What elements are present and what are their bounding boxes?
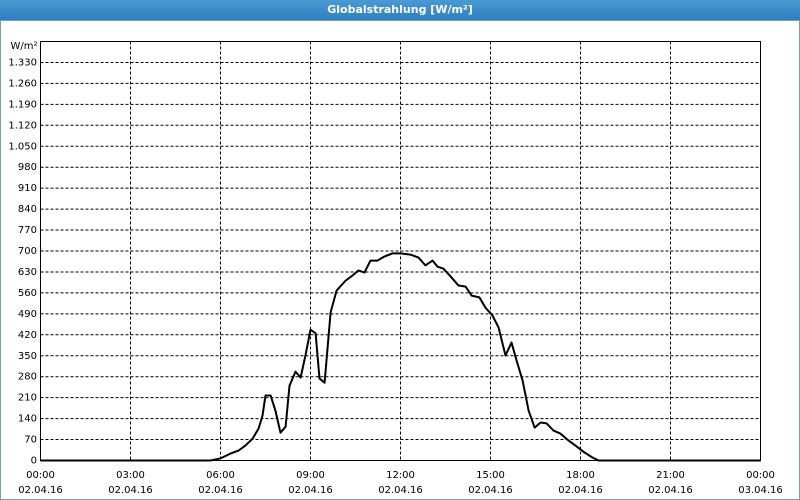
y-unit: W/m² [10, 41, 37, 52]
x-tick-date: 02.04.16 [198, 485, 243, 496]
y-tick-label: 490 [18, 309, 37, 320]
y-tick-label: 1.050 [8, 141, 37, 152]
x-tick-date: 02.04.16 [648, 485, 693, 496]
x-tick-label: 18:00 [566, 470, 595, 481]
plot-frame [40, 41, 761, 461]
y-tick-label: 560 [18, 288, 37, 299]
y-tick-label: 1.260 [8, 78, 37, 89]
x-tick-label: 15:00 [476, 470, 505, 481]
x-tick-label: 09:00 [296, 470, 325, 481]
y-tick-label: 140 [18, 414, 37, 425]
y-tick-label: 350 [18, 351, 37, 362]
y-tick-label: 420 [18, 330, 37, 341]
y-tick-label: 280 [18, 372, 37, 383]
y-tick-label: 1.330 [8, 57, 37, 68]
y-tick-label: 0 [31, 456, 37, 467]
x-tick-date: 02.04.16 [288, 485, 333, 496]
y-tick-label: 840 [18, 204, 37, 215]
y-tick-label: 980 [18, 162, 37, 173]
data-line [40, 252, 761, 462]
y-tick-label: 1.190 [8, 99, 37, 110]
x-tick-date: 02.04.16 [468, 485, 513, 496]
x-tick-date: 02.04.16 [108, 485, 153, 496]
x-tick-label: 00:00 [26, 470, 55, 481]
y-tick-label: 630 [18, 267, 37, 278]
x-tick-label: 03:00 [116, 470, 145, 481]
x-tick-label: 06:00 [206, 470, 235, 481]
chart-title: Globalstrahlung [W/m²] [327, 3, 473, 16]
grid: 0 70 140 210 280 350 420 490 560 630 700 770 840 910 9… [8, 41, 783, 496]
x-tick-date: 03.04.16 [738, 485, 783, 496]
x-tick-label: 12:00 [386, 470, 415, 481]
x-tick-date: 02.04.16 [378, 485, 423, 496]
y-tick-label: 770 [18, 225, 37, 236]
plot [40, 252, 761, 462]
x-tick-label: 21:00 [656, 470, 685, 481]
y-tick-label: 700 [18, 246, 37, 257]
x-tick-label: 00:00 [746, 470, 775, 481]
y-tick-label: 1.120 [8, 120, 37, 131]
title-bar [0, 0, 800, 20]
y-tick-label: 210 [18, 393, 37, 404]
y-tick-label: 70 [24, 435, 37, 446]
x-tick-date: 02.04.16 [18, 485, 63, 496]
x-tick-date: 02.04.16 [558, 485, 603, 496]
y-tick-label: 910 [18, 183, 37, 194]
